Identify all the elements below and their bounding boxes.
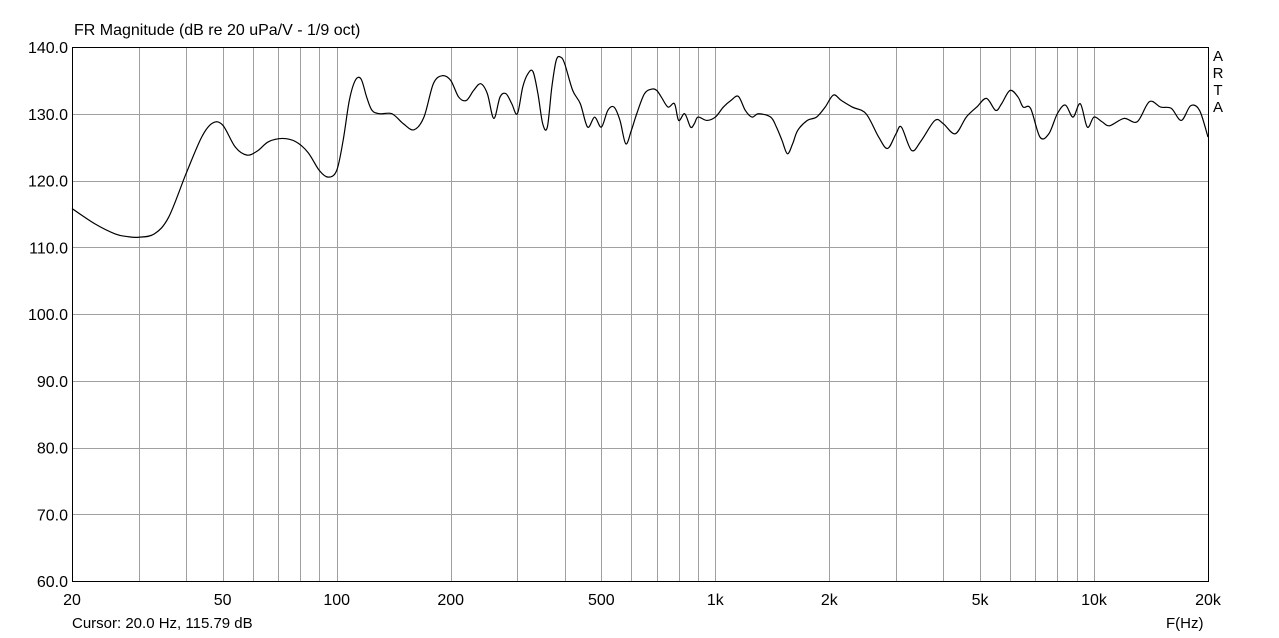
x-tick-label: 2k bbox=[821, 592, 839, 609]
brand-letter: R bbox=[1212, 65, 1224, 82]
y-tick-labels: 140.0 130.0 120.0 110.0 100.0 90.0 80.0 70.0 60.… bbox=[28, 40, 68, 591]
x-tick-label: 1k bbox=[707, 592, 725, 609]
y-tick-label: 130.0 bbox=[28, 107, 68, 124]
y-tick-label: 90.0 bbox=[37, 374, 68, 391]
x-tick-labels: 20 50 100 200 500 1k 2k 5k 10k 20k bbox=[63, 592, 1222, 609]
x-tick-label: 10k bbox=[1081, 592, 1108, 609]
y-tick-label: 110.0 bbox=[29, 240, 68, 257]
brand-letter: T bbox=[1213, 82, 1223, 99]
brand-letter: A bbox=[1212, 48, 1223, 65]
x-tick-label: 500 bbox=[588, 592, 615, 609]
x-axis-unit-label: F(Hz) bbox=[1166, 615, 1204, 632]
x-tick-label: 5k bbox=[972, 592, 990, 609]
y-tick-label: 80.0 bbox=[37, 441, 68, 458]
y-tick-label: 140.0 bbox=[28, 40, 68, 57]
x-tick-label: 100 bbox=[323, 592, 350, 609]
brand-letter: A bbox=[1212, 99, 1223, 116]
x-tick-label: 20 bbox=[63, 592, 81, 609]
grid-lines bbox=[72, 47, 1208, 581]
y-tick-label: 70.0 bbox=[37, 507, 68, 524]
y-tick-label: 60.0 bbox=[37, 574, 68, 591]
y-tick-label: 100.0 bbox=[28, 307, 68, 324]
cursor-readout: Cursor: 20.0 Hz, 115.79 dB bbox=[72, 615, 253, 632]
y-tick-label: 120.0 bbox=[28, 174, 68, 191]
plot-frame bbox=[72, 47, 1209, 582]
x-tick-label: 50 bbox=[214, 592, 232, 609]
chart-title: FR Magnitude (dB re 20 uPa/V - 1/9 oct) bbox=[74, 22, 361, 39]
arta-brand-mark: A R T A bbox=[1212, 48, 1224, 116]
x-tick-label: 20k bbox=[1195, 592, 1222, 609]
fr-magnitude-curve bbox=[71, 55, 1209, 238]
x-tick-label: 200 bbox=[437, 592, 464, 609]
